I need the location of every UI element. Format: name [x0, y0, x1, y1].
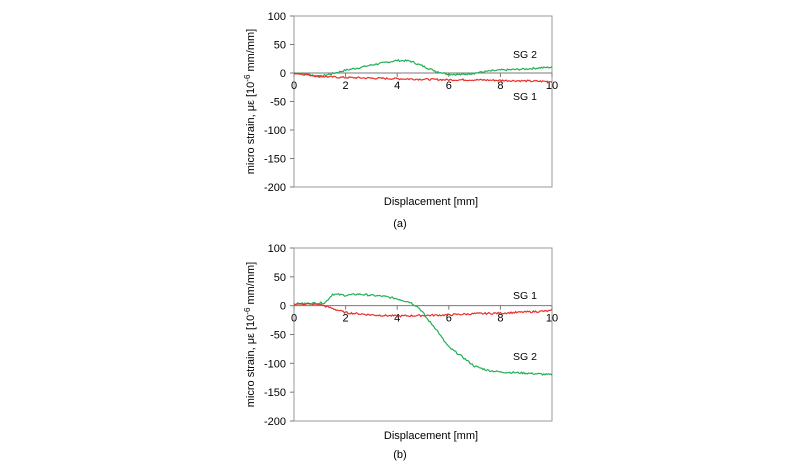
y-tick-label: -200 — [264, 182, 286, 194]
series-label-sg-2: SG 2 — [513, 49, 537, 61]
figure-caption: (b) — [393, 449, 406, 461]
chart-panel-a: 100 50 0 -50 -100 -150 -200 0 2 4 6 8 10 SG 2 SG 1 Disp… — [243, 11, 558, 230]
y-tick-label: -200 — [264, 416, 286, 428]
x-tick-label: 0 — [291, 80, 297, 92]
x-tick-label: 10 — [546, 80, 558, 92]
series-line-sg-1 — [293, 302, 553, 318]
y-axis-title-main: micro strain, με [10 — [245, 315, 257, 408]
figure-caption: (a) — [393, 218, 406, 230]
y-tick-label: 50 — [274, 40, 286, 52]
x-axis-title: Displacement [mm] — [384, 430, 478, 442]
y-tick-label: 50 — [274, 272, 286, 284]
chart-panel-b: 100 50 0 -50 -100 -150 -200 0 2 4 6 8 10 SG 2 SG 1 Disp… — [243, 243, 558, 461]
y-tick-label: 100 — [268, 11, 286, 23]
x-tick-label: 4 — [394, 80, 400, 92]
series-label-sg-2: SG 2 — [513, 351, 537, 363]
y-axis-title: micro strain, με [10-6 mm/mm] — [243, 262, 257, 408]
y-tick-label: 0 — [280, 68, 286, 80]
plot-frame — [293, 247, 553, 422]
y-tick-label: -50 — [270, 330, 286, 342]
y-tick-label: -100 — [264, 358, 286, 370]
y-axis-title-unit: mm/mm] — [245, 29, 257, 75]
x-axis-title: Displacement [mm] — [384, 196, 478, 208]
series-line-sg-2 — [293, 292, 553, 376]
series-line-sg-2 — [294, 58, 553, 78]
y-axis-title-unit: mm/mm] — [245, 262, 257, 308]
x-tick-label: 10 — [546, 313, 558, 325]
y-tick-label: 0 — [280, 301, 286, 313]
y-axis-title-exponent: -6 — [243, 307, 252, 315]
x-tick-label: 0 — [291, 313, 297, 325]
x-tick-label: 8 — [497, 80, 503, 92]
x-tick-label: 6 — [446, 80, 452, 92]
x-tick-label: 6 — [446, 313, 452, 325]
x-tick-label: 2 — [343, 80, 349, 92]
y-tick-label: -100 — [264, 125, 286, 137]
y-axis-title-main: micro strain, με [10 — [245, 82, 257, 175]
x-tick-label: 2 — [343, 313, 349, 325]
y-tick-label: -50 — [270, 97, 286, 109]
x-tick-label: 4 — [394, 313, 400, 325]
y-tick-label: 100 — [268, 243, 286, 255]
series-label-sg-1: SG 1 — [513, 290, 537, 302]
y-axis-title-exponent: -6 — [243, 74, 252, 82]
y-tick-label: -150 — [264, 154, 286, 166]
y-axis-title: micro strain, με [10-6 mm/mm] — [243, 29, 257, 175]
x-tick-label: 8 — [497, 313, 503, 325]
series-label-sg-1: SG 1 — [513, 91, 537, 103]
series-line-sg-1 — [293, 72, 553, 83]
y-tick-label: -150 — [264, 387, 286, 399]
